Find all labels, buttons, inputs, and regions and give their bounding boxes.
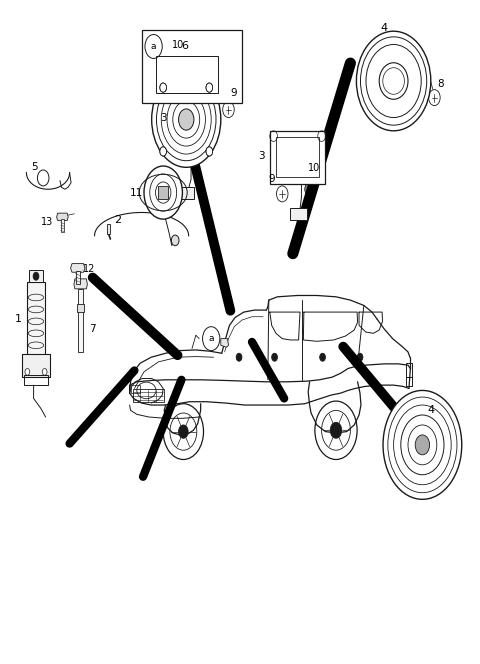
Text: 7: 7 [89,323,96,334]
Bar [27,282,45,355]
Circle shape [171,58,180,72]
Text: 8: 8 [437,79,444,90]
Polygon shape [221,339,228,347]
Ellipse shape [379,63,408,99]
Circle shape [206,83,213,92]
Circle shape [320,353,325,361]
Text: 3: 3 [160,112,167,123]
Bar [142,30,242,103]
Bar [29,270,43,282]
Bar [24,375,48,385]
Text: a: a [151,42,156,51]
Text: 2: 2 [114,215,121,226]
Circle shape [415,435,430,455]
Circle shape [383,390,462,499]
Bar [156,56,218,93]
Text: 5: 5 [31,162,38,173]
Ellipse shape [356,31,431,131]
Circle shape [330,422,342,438]
Text: 12: 12 [83,264,95,274]
Text: 3: 3 [258,151,265,161]
Bar [107,224,110,234]
Text: 9: 9 [268,174,275,185]
Bar [406,377,412,386]
Circle shape [305,183,314,196]
Text: 4: 4 [428,405,434,416]
Text: a: a [208,334,214,343]
Bar [78,289,83,352]
Bar [61,219,64,232]
Circle shape [357,353,363,361]
Bar [406,363,412,377]
Bar [276,137,319,177]
Circle shape [144,166,182,219]
Text: 9: 9 [230,88,237,98]
Circle shape [33,272,39,280]
Bar [77,304,84,312]
Circle shape [160,83,167,92]
Circle shape [203,327,220,351]
Bar [290,208,307,220]
Bar [133,389,164,402]
Text: 4: 4 [381,23,387,33]
Bar [131,385,140,393]
Bar [76,271,80,284]
Bar [158,186,168,199]
Circle shape [160,147,167,156]
Text: 10: 10 [308,163,321,173]
Circle shape [25,369,30,375]
Polygon shape [57,213,68,220]
Polygon shape [71,264,85,272]
Circle shape [179,425,188,438]
Circle shape [171,235,179,246]
Text: 11: 11 [130,187,144,198]
Bar [22,354,50,377]
Bar [180,187,194,199]
Circle shape [145,35,162,58]
Circle shape [272,353,277,361]
Circle shape [152,72,221,167]
Bar [304,176,315,183]
Text: 13: 13 [41,217,53,228]
Text: 6: 6 [181,41,188,52]
Text: 10: 10 [172,40,184,50]
Text: 1: 1 [15,313,22,324]
Circle shape [42,369,47,375]
Circle shape [206,147,213,156]
Circle shape [236,353,242,361]
Bar [170,50,181,58]
Circle shape [179,109,194,130]
Polygon shape [74,279,87,289]
Bar [270,131,325,184]
